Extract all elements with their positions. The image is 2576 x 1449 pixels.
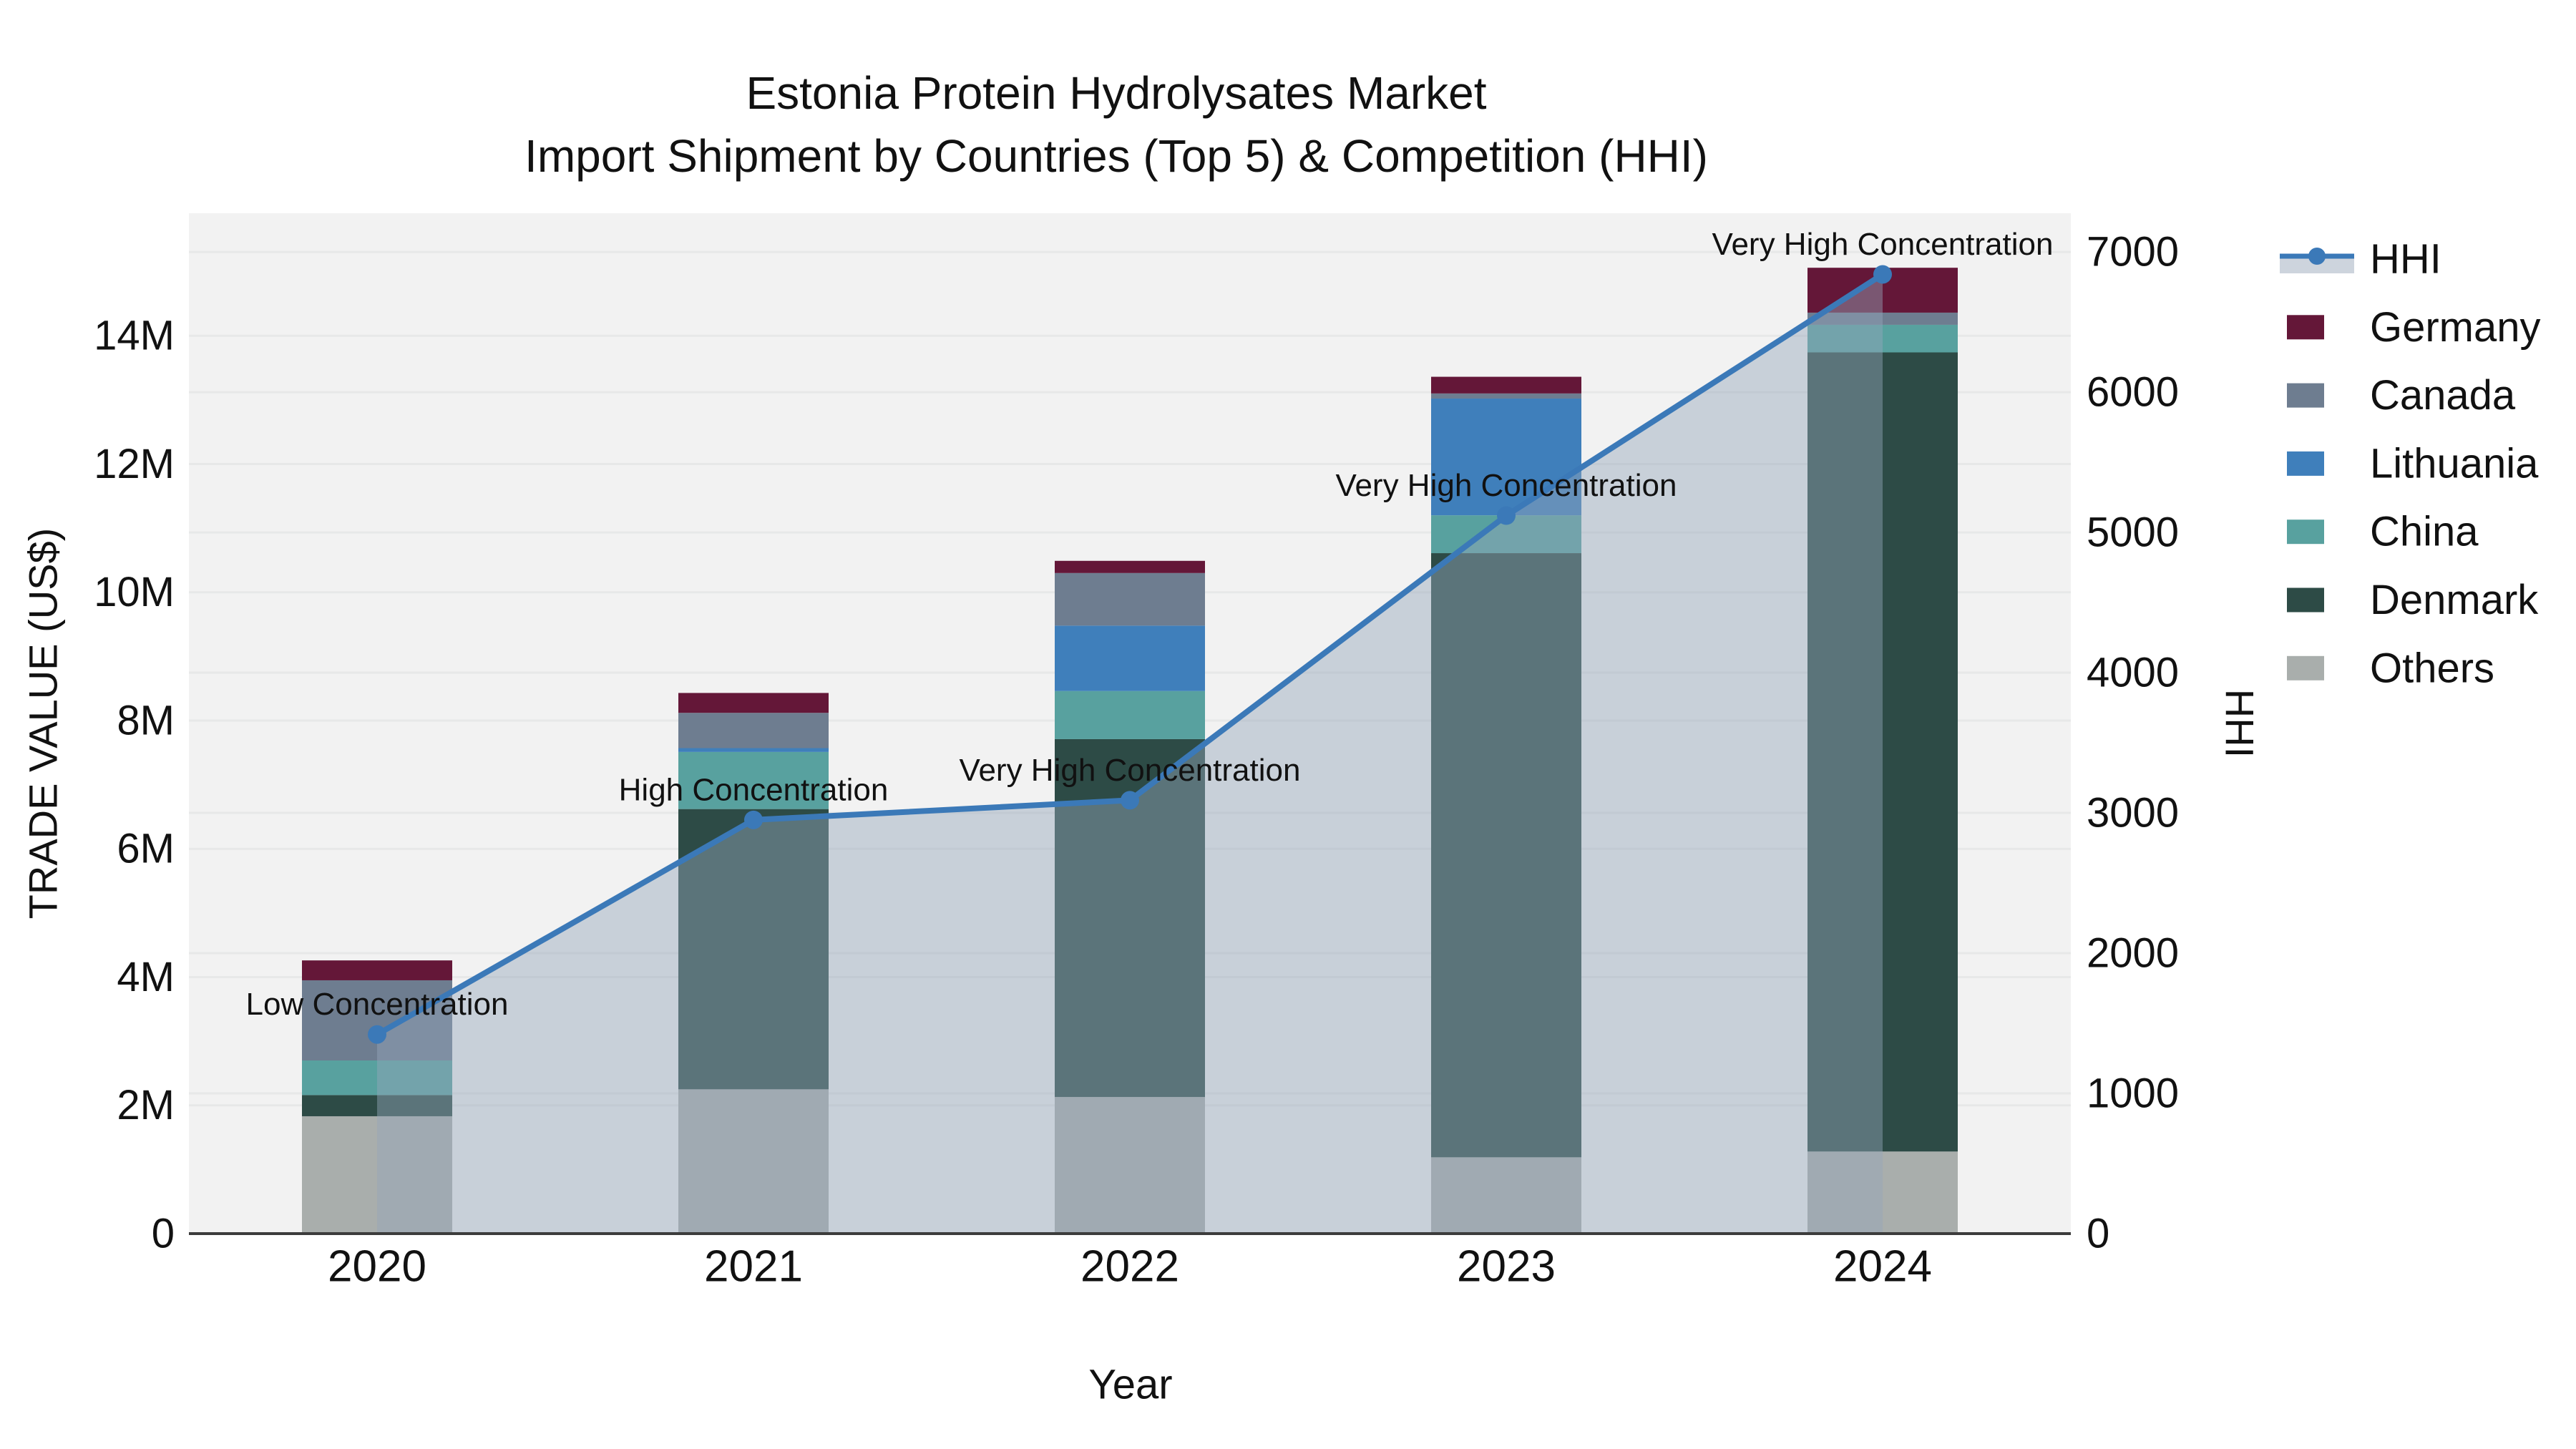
annotation-2020: Low Concentration: [246, 987, 509, 1022]
bar-segment-china-2020[interactable]: [302, 1060, 452, 1096]
bar-segment-canada-2020[interactable]: [302, 980, 452, 1061]
legend-label-china: China: [2370, 509, 2479, 555]
hhi-area-fill: [377, 274, 1883, 1234]
y-left-tick-4M: 4M: [117, 954, 175, 1000]
bar-segment-canada-2024[interactable]: [1807, 312, 1958, 325]
bar-segment-lithuania-2023[interactable]: [1431, 399, 1581, 516]
y-right-tick-1000: 1000: [2087, 1070, 2179, 1117]
y-right-tick-3000: 3000: [2087, 790, 2179, 836]
annotation-2021: High Concentration: [619, 772, 889, 807]
x-tick-2023: 2023: [1457, 1242, 1556, 1292]
y-right-tick-2000: 2000: [2087, 930, 2179, 977]
bar-segment-germany-2022[interactable]: [1055, 560, 1205, 573]
bar-segment-lithuania-2021[interactable]: [678, 748, 829, 752]
bar-segment-germany-2021[interactable]: [678, 693, 829, 713]
y-right-tick-5000: 5000: [2087, 509, 2179, 556]
x-tick-2022: 2022: [1080, 1242, 1179, 1292]
x-tick-2020: 2020: [328, 1242, 426, 1292]
chart-title-line2: Import Shipment by Countries (Top 5) & C…: [525, 130, 1708, 182]
hhi-point-2021[interactable]: [744, 810, 763, 829]
y-left-tick-2M: 2M: [117, 1082, 175, 1128]
y-axis-title-left: TRADE VALUE (US$): [21, 528, 66, 919]
legend-swatch-china: [2287, 519, 2324, 545]
bar-segment-others-2021[interactable]: [678, 1089, 829, 1234]
legend-item-denmark[interactable]: Denmark: [2287, 577, 2539, 623]
hhi-point-2020[interactable]: [368, 1025, 386, 1044]
y-right-tick-4000: 4000: [2087, 650, 2179, 696]
y-left-tick-10M: 10M: [94, 569, 175, 615]
bar-segment-canada-2022[interactable]: [1055, 572, 1205, 626]
bar-segment-others-2023[interactable]: [1431, 1157, 1581, 1234]
legend-label-canada: Canada: [2370, 372, 2516, 419]
legend-label-others: Others: [2370, 645, 2494, 691]
hhi-point-2024[interactable]: [1873, 265, 1892, 284]
bar-segment-others-2020[interactable]: [302, 1116, 452, 1234]
bar-segment-germany-2020[interactable]: [302, 960, 452, 980]
bar-segment-others-2024[interactable]: [1807, 1151, 1958, 1234]
bar-segment-canada-2023[interactable]: [1431, 393, 1581, 399]
legend-item-germany[interactable]: Germany: [2287, 304, 2541, 351]
y-right-tick-0: 0: [2087, 1211, 2109, 1257]
y-left-tick-14M: 14M: [94, 313, 175, 359]
x-tick-2024: 2024: [1833, 1242, 1932, 1292]
x-axis-title: Year: [1088, 1362, 1172, 1408]
y-left-tick-8M: 8M: [117, 697, 175, 743]
bar-segment-canada-2021[interactable]: [678, 713, 829, 748]
y-axis-title-right: HHI: [2218, 689, 2263, 758]
legend-item-china[interactable]: China: [2287, 509, 2479, 555]
y-right-tick-7000: 7000: [2087, 229, 2179, 275]
legend-item-hhi[interactable]: HHI: [2280, 236, 2441, 283]
bar-segment-denmark-2024[interactable]: [1807, 352, 1958, 1152]
x-tick-2021: 2021: [704, 1242, 803, 1292]
chart-title-line1: Estonia Protein Hydrolysates Market: [746, 67, 1486, 119]
bar-segment-china-2024[interactable]: [1807, 324, 1958, 353]
bar-segment-china-2021[interactable]: [678, 751, 829, 809]
legend-label-denmark: Denmark: [2370, 577, 2539, 623]
bar-segment-denmark-2021[interactable]: [678, 809, 829, 1090]
y-left-tick-12M: 12M: [94, 441, 175, 487]
bar-segment-others-2022[interactable]: [1055, 1097, 1205, 1234]
legend-label-lithuania: Lithuania: [2370, 440, 2539, 487]
hhi-point-2023[interactable]: [1497, 506, 1516, 525]
y-left-tick-6M: 6M: [117, 826, 175, 872]
legend-label-germany: Germany: [2370, 304, 2541, 351]
annotation-2024: Very High Concentration: [1712, 227, 2054, 262]
y-left-tick-0: 0: [152, 1211, 175, 1257]
legend-swatch-denmark: [2287, 587, 2324, 613]
bar-segment-lithuania-2022[interactable]: [1055, 625, 1205, 691]
legend-swatch-others: [2287, 655, 2324, 680]
legend-item-others[interactable]: Others: [2287, 645, 2494, 691]
y-right-tick-6000: 6000: [2087, 369, 2179, 416]
annotation-2022: Very High Concentration: [960, 753, 1301, 788]
legend-swatch-germany: [2287, 315, 2324, 340]
bar-segment-germany-2023[interactable]: [1431, 376, 1581, 394]
bar-segment-denmark-2023[interactable]: [1431, 553, 1581, 1158]
legend-hhi-marker-icon: [2308, 248, 2326, 265]
hhi-point-2022[interactable]: [1121, 791, 1139, 810]
annotation-2023: Very High Concentration: [1336, 468, 1677, 503]
legend-item-lithuania[interactable]: Lithuania: [2287, 440, 2539, 487]
legend-item-canada[interactable]: Canada: [2287, 372, 2516, 419]
bar-segment-china-2022[interactable]: [1055, 691, 1205, 739]
bar-segment-denmark-2020[interactable]: [302, 1095, 452, 1116]
legend-label-hhi: HHI: [2370, 236, 2441, 283]
legend-swatch-lithuania: [2287, 451, 2324, 476]
legend-swatch-canada: [2287, 383, 2324, 408]
